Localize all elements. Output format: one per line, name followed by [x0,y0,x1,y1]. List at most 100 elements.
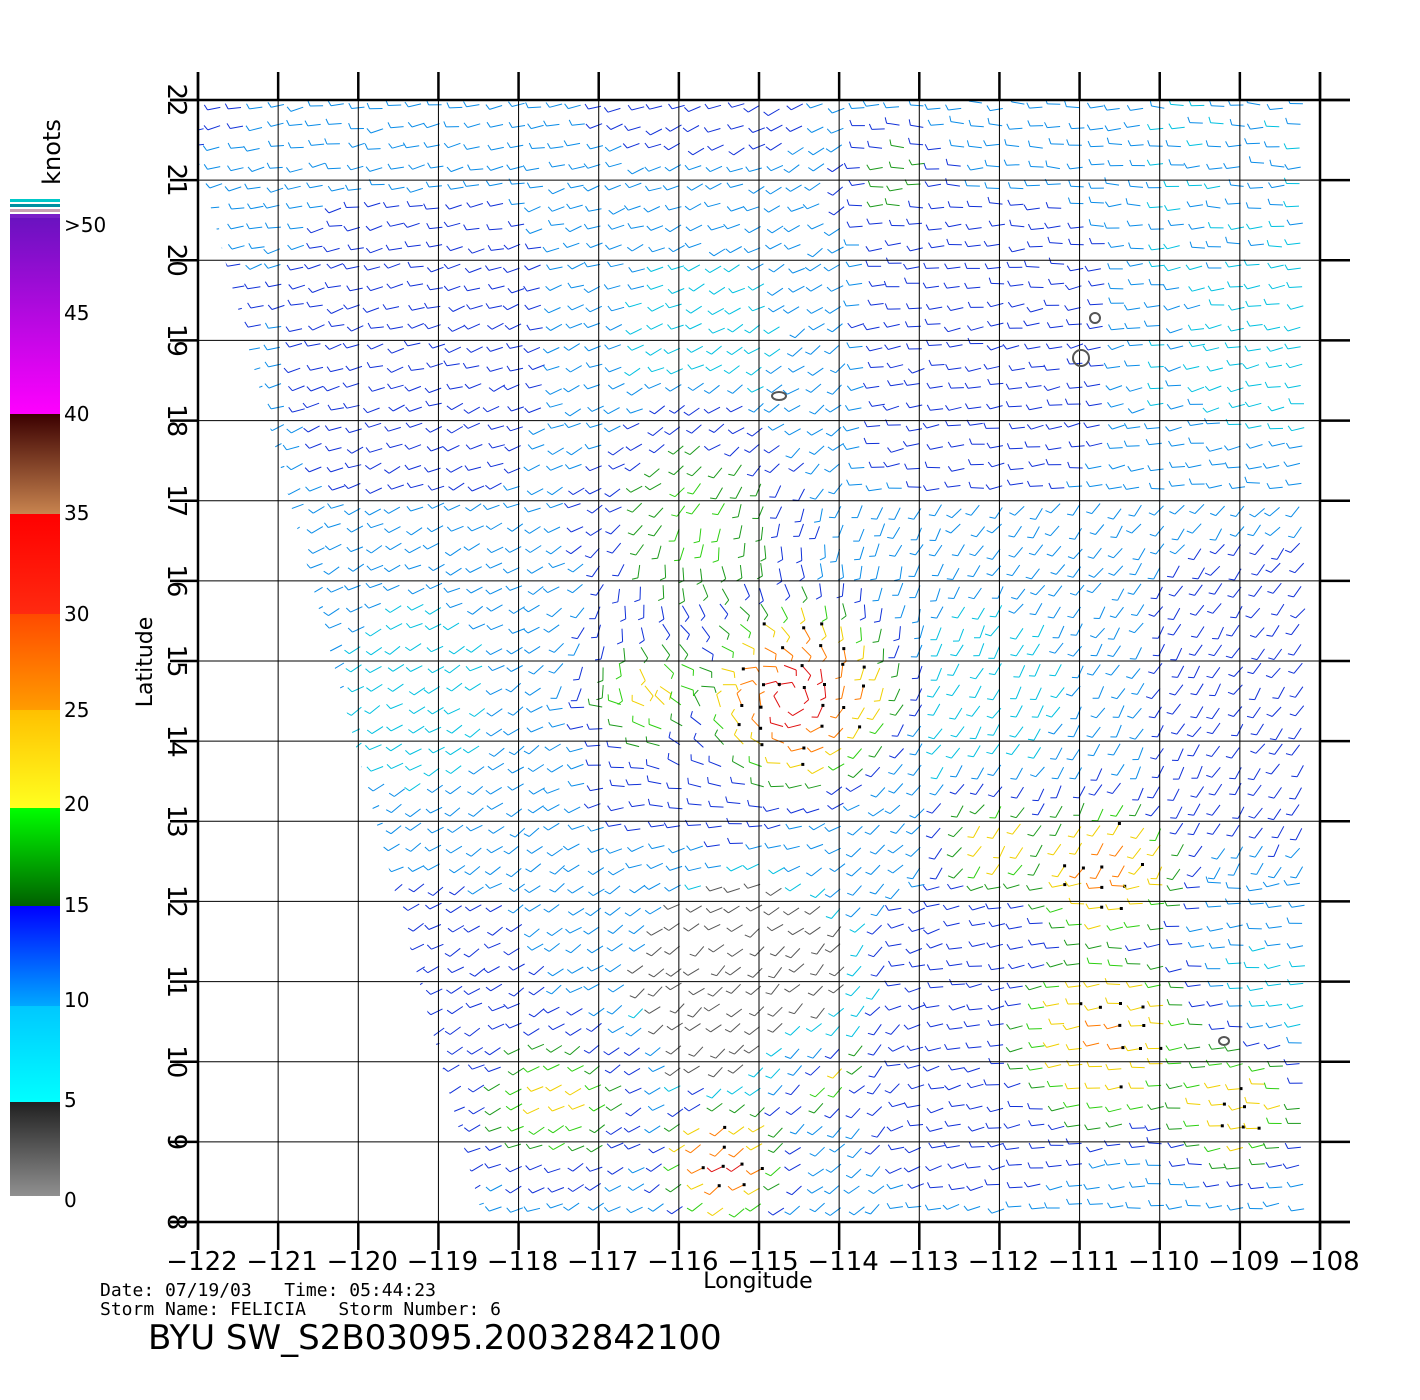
wind-barb [291,244,304,251]
wind-barb [329,883,342,890]
wind-barb-flag [1026,424,1032,430]
wind-barb-flag [384,528,390,533]
wind-barb-flag [327,100,332,106]
wind-barb-flag [884,303,888,310]
wind-barb [1194,584,1203,596]
wind-barb-flag [226,367,232,373]
wind-barb-flag [626,246,633,252]
wind-barb-flag [1044,533,1051,537]
wind-barb-flag [1224,342,1229,349]
wind-barb [251,706,263,715]
wind-barb [1110,664,1120,676]
wind-barb-flag [645,130,651,136]
wind-barb-flag [326,970,332,976]
wind-barb [773,695,781,708]
wind-barb [210,262,224,267]
wind-barb [1252,662,1262,674]
wind-barb-flag [888,219,892,226]
rain-flag [819,644,823,648]
wind-barb [811,867,823,877]
wind-barb [211,486,223,495]
wind-barb [727,223,740,230]
wind-barb [1047,386,1061,391]
wind-barb-flag [1088,793,1095,796]
wind-barb-flag [745,844,750,850]
wind-barb-flag [845,853,852,858]
wind-barb-flag [763,408,770,413]
wind-barb [749,167,762,172]
wind-barb [748,104,760,113]
wind-barb-flag [605,244,610,250]
wind-barb-flag [243,145,248,152]
wind-barb-flag [1208,592,1215,595]
wind-barb-flag [469,972,476,977]
wind-barb-flag [366,565,372,571]
wind-barb [809,906,821,915]
wind-barb-flag [345,767,351,773]
wind-barb-flag [1168,440,1173,447]
wind-barb-flag [1206,365,1211,372]
wind-barb-flag [1268,220,1272,227]
wind-barb-flag [346,449,353,454]
wind-barb [747,883,761,889]
wind-barb [409,808,421,818]
wind-barb [290,944,303,953]
wind-barb [198,288,202,294]
wind-barb-flag [547,423,552,429]
wind-barb-flag [1127,715,1134,719]
wind-barb [815,888,826,898]
wind-barb-flag [1224,198,1229,205]
wind-barb [1055,785,1062,798]
wind-barb-flag [987,964,992,970]
wind-barb [1134,562,1142,575]
wind-barb-flag [646,225,652,231]
wind-barb [649,482,662,491]
wind-barb [848,204,863,207]
wind-barb [233,986,245,996]
wind-barb-flag [303,427,309,433]
wind-barb-flag [1048,278,1052,285]
wind-barb [490,367,503,372]
wind-barb [1233,684,1243,695]
wind-barb-flag [827,167,833,173]
wind-barb [950,523,961,534]
wind-barb-flag [604,821,609,827]
wind-barb [1131,408,1145,414]
wind-barb-flag [1244,138,1248,144]
wind-barb-flag [244,831,250,836]
wind-barb-flag [862,100,867,107]
wind-barb-flag [884,344,889,350]
wind-barb [530,863,542,873]
wind-barb-flag [464,465,469,471]
wind-barb-flag [1125,386,1131,392]
rain-flag [842,647,846,651]
wind-barb-flag [1246,320,1251,327]
wind-barb-flag [625,446,631,451]
wind-barb-flag [383,469,390,474]
wind-barb-flag [889,139,892,146]
wind-barb-flag [1027,738,1035,741]
wind-barb [292,704,304,714]
wind-barb-flag [543,308,549,314]
wind-barb-flag [263,972,270,977]
wind-barb-flag [866,931,873,935]
wind-barb [630,443,643,451]
wind-barb [209,846,222,853]
wind-barb [248,423,261,431]
wind-barb [871,924,882,935]
wind-barb-flag [605,531,612,535]
wind-barb-flag [466,347,472,353]
wind-barb [549,103,563,108]
wind-barb-flag [905,853,912,857]
wind-barb-flag [445,571,451,576]
wind-barb [346,265,360,270]
wind-barb [850,907,861,918]
wind-barb [702,584,709,597]
wind-barb-flag [944,221,950,228]
wind-barb-flag [264,322,269,329]
wind-barb [1016,588,1026,600]
wind-barb-flag [585,307,591,313]
wind-barb [812,367,824,376]
wind-barb [948,223,962,228]
wind-barb [866,104,880,107]
